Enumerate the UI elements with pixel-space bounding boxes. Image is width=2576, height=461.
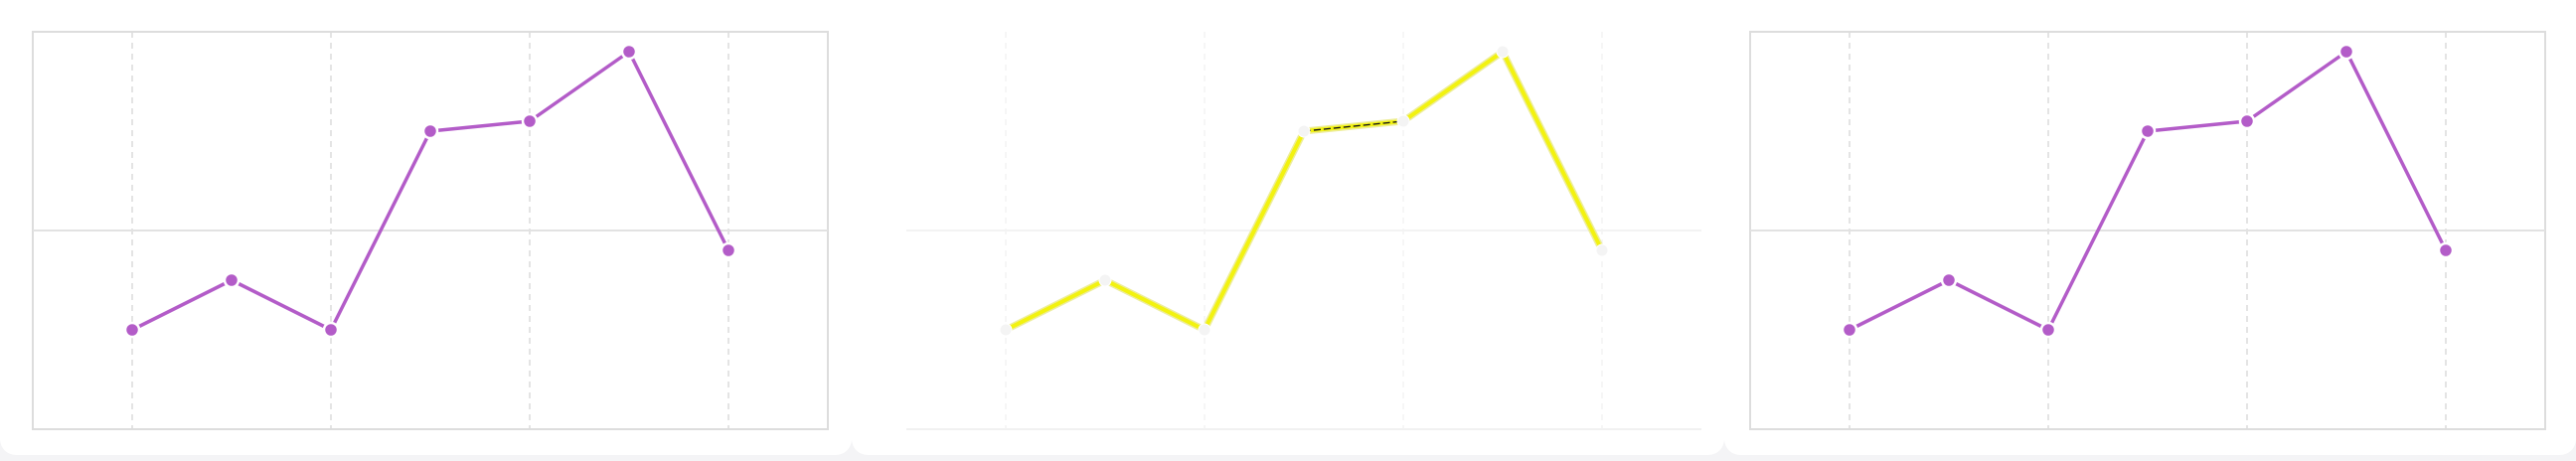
line-segment: [1203, 129, 1306, 332]
series-points: [123, 43, 737, 339]
data-point: [1595, 243, 1609, 257]
line-segment: [1004, 278, 1107, 332]
data-point: [620, 43, 638, 61]
line-segment: [2146, 119, 2249, 133]
line-segment: [329, 129, 432, 332]
data-point: [421, 122, 439, 140]
series-line: [130, 50, 730, 332]
chart-panel-right: [1724, 0, 2576, 455]
line-chart-middle-highlighted: [906, 32, 1701, 430]
plot-grid: [1749, 31, 2546, 430]
line-segment: [1947, 278, 2050, 332]
line-segment: [1103, 278, 1207, 332]
data-point: [2337, 43, 2355, 61]
data-point: [1297, 124, 1311, 138]
data-point: [1098, 273, 1112, 287]
line-chart-left: [32, 31, 829, 430]
data-point: [720, 241, 737, 259]
chart-panel-middle: [852, 0, 1724, 455]
chart-panel-left: [0, 0, 852, 455]
data-point: [123, 321, 141, 339]
line-segment: [2245, 50, 2348, 123]
plot-grid: [32, 31, 829, 430]
data-point: [1940, 271, 1958, 289]
plot-grid: [906, 32, 1701, 430]
line-segment: [428, 119, 532, 133]
line-segment: [1501, 50, 1604, 252]
data-point: [2437, 241, 2455, 259]
data-point: [2039, 321, 2057, 339]
line-segment: [2046, 129, 2150, 332]
line-segment: [627, 50, 730, 252]
line-segment: [528, 50, 631, 123]
line-segment-emphasis: [1303, 120, 1404, 132]
line-segment: [230, 278, 333, 332]
data-point: [1841, 321, 1858, 339]
data-point: [1396, 114, 1410, 128]
line-segment: [1401, 50, 1505, 123]
line-chart-right: [1749, 31, 2546, 430]
data-point: [322, 321, 340, 339]
data-point: [1496, 45, 1510, 59]
series-points: [1841, 43, 2455, 339]
data-point: [1198, 323, 1211, 337]
series-line: [1002, 48, 1606, 334]
line-segment: [130, 278, 234, 332]
data-point: [2139, 122, 2157, 140]
data-point: [521, 112, 539, 130]
line-segment: [2344, 50, 2448, 252]
data-point: [2238, 112, 2256, 130]
series-line: [1848, 50, 2448, 332]
line-segment: [1848, 278, 1951, 332]
data-point: [223, 271, 241, 289]
data-point: [999, 323, 1013, 337]
series-points: [999, 45, 1609, 337]
